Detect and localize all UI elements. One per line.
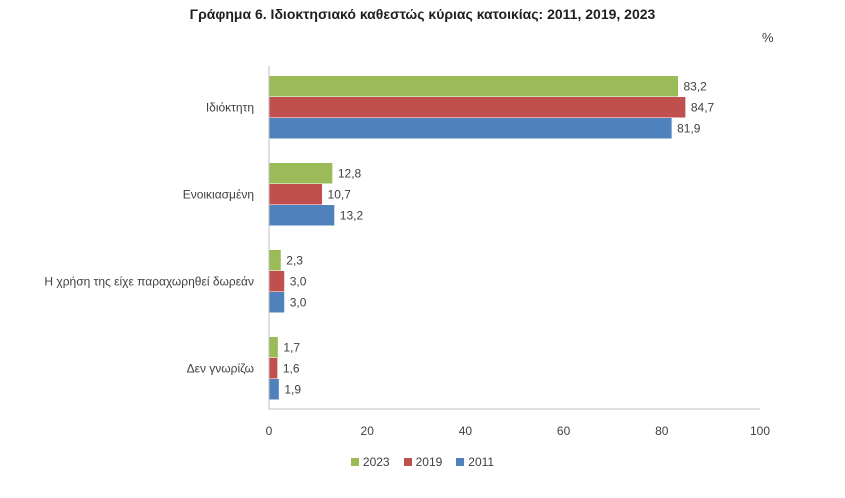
data-label: 2,3 (286, 253, 303, 267)
x-tick-label: 20 (361, 424, 375, 438)
bar-2023 (269, 163, 333, 184)
legend-swatch (350, 458, 359, 466)
legend-item-2011: 2011 (456, 455, 494, 469)
x-tick-label: 80 (655, 424, 669, 438)
bar-2023 (269, 250, 281, 271)
data-label: 13,2 (340, 208, 364, 222)
data-label: 1,9 (284, 382, 301, 396)
category-label: Ενοικιασμένη (183, 188, 254, 202)
x-tick-label: 0 (266, 424, 273, 438)
chart-title: Γράφημα 6. Ιδιοκτησιακό καθεστώς κύριας … (189, 6, 656, 22)
category-label: Ιδιόκτητη (206, 101, 254, 115)
bar-2019 (269, 97, 686, 118)
unit-label: % (762, 30, 774, 45)
bar-2011 (269, 292, 285, 313)
legend-label: 2023 (362, 455, 390, 469)
bar-2011 (269, 205, 335, 226)
data-label: 1,6 (283, 361, 300, 375)
data-label: 83,2 (684, 79, 708, 93)
legend-item-2019: 2019 (403, 455, 443, 469)
data-label: 3,0 (290, 274, 307, 288)
category-label: Δεν γνωρίζω (187, 362, 254, 376)
x-tick-label: 60 (557, 424, 571, 438)
bar-2011 (269, 118, 672, 139)
data-label: 12,8 (338, 166, 362, 180)
legend: 2023 2019 2011 (0, 455, 845, 469)
bar-2011 (269, 379, 279, 400)
bar-2023 (269, 337, 278, 358)
legend-label: 2019 (415, 455, 443, 469)
legend-swatch (403, 458, 412, 466)
data-label: 3,0 (290, 295, 307, 309)
data-label: 81,9 (677, 121, 701, 135)
legend-swatch (456, 458, 465, 466)
x-tick-label: 40 (459, 424, 473, 438)
data-label: 10,7 (328, 187, 352, 201)
bar-2019 (269, 184, 323, 205)
x-tick-label: 100 (750, 424, 770, 438)
legend-item-2023: 2023 (350, 455, 390, 469)
data-label: 1,7 (283, 340, 300, 354)
data-label: 84,7 (691, 100, 715, 114)
category-label: Η χρήση της είχε παραχωρηθεί δωρεάν (44, 275, 254, 289)
legend-label: 2011 (468, 455, 495, 469)
bar-2019 (269, 271, 285, 292)
bar-2019 (269, 358, 278, 379)
bar-2023 (269, 76, 679, 97)
